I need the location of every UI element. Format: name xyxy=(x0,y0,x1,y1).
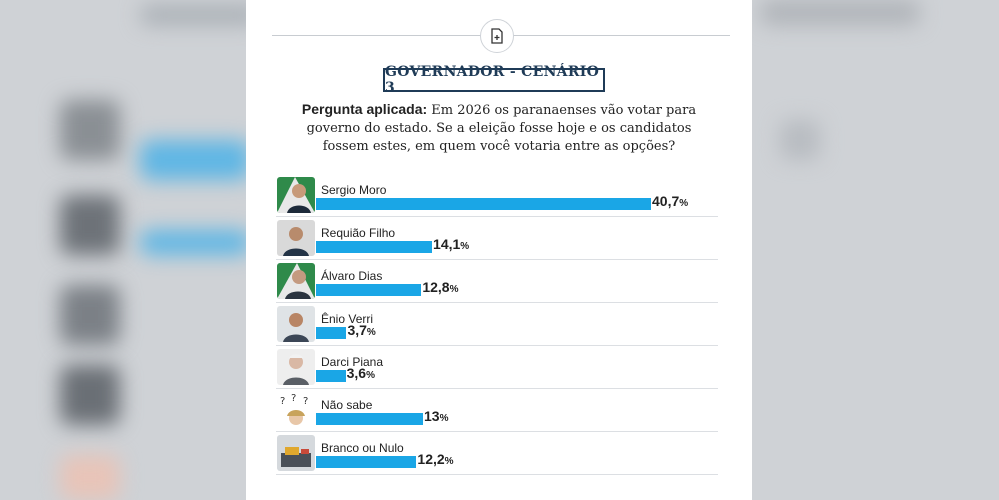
bar-label: Darci Piana xyxy=(321,355,384,369)
bar-label: Requião Filho xyxy=(321,226,396,240)
bar-value: 3,7% xyxy=(347,322,376,338)
bar-label: Não sabe xyxy=(321,398,373,412)
bar-value: 12,8% xyxy=(422,279,459,295)
ballot-box-illustration xyxy=(277,435,315,471)
doc-plus-icon[interactable] xyxy=(480,19,514,53)
bar-row: Requião Filho 14,1% xyxy=(276,218,718,260)
bar-value: 3,6% xyxy=(346,365,375,381)
bar-row: Sergio Moro 40,7% xyxy=(276,175,718,217)
question-label: Pergunta aplicada: xyxy=(301,101,428,117)
chart-title-box: GOVERNADOR - CENÁRIO 3 xyxy=(383,64,605,96)
bar xyxy=(316,327,347,339)
bar-value: 40,7% xyxy=(652,193,689,209)
candidate-photo xyxy=(277,177,315,213)
bar-row: ??? Não sabe 13% xyxy=(276,390,718,432)
candidate-photo xyxy=(277,263,315,299)
bar xyxy=(316,413,423,425)
svg-text:?: ? xyxy=(291,393,296,404)
infographic-panel: GOVERNADOR - CENÁRIO 3 Pergunta aplicada… xyxy=(246,0,752,500)
bar-label: Sergio Moro xyxy=(321,183,387,197)
candidate-photo xyxy=(277,220,315,256)
bar xyxy=(316,456,417,468)
svg-text:?: ? xyxy=(280,396,285,407)
bar-value: 12,2% xyxy=(417,451,454,467)
bar-chart: Sergio Moro 40,7% Requião Filho 14,1% Ál… xyxy=(276,175,718,475)
bar-row: Darci Piana 3,6% xyxy=(276,347,718,389)
bar-value: 14,1% xyxy=(433,236,470,252)
bar-row: Álvaro Dias 12,8% xyxy=(276,261,718,303)
bar xyxy=(316,370,346,382)
candidate-photo xyxy=(277,349,315,385)
bar xyxy=(316,198,651,210)
question-text: Pergunta aplicada: Em 2026 os paranaense… xyxy=(286,100,712,156)
candidate-photo xyxy=(277,306,315,342)
question-body: Em 2026 os paranaenses vão votar para go… xyxy=(306,103,697,154)
chart-title: GOVERNADOR - CENÁRIO 3 xyxy=(385,64,600,96)
bar-label: Álvaro Dias xyxy=(321,269,383,283)
svg-text:?: ? xyxy=(303,396,308,407)
bar xyxy=(316,241,433,253)
bar-row: Ênio Verri 3,7% xyxy=(276,304,718,346)
bar-label: Branco ou Nulo xyxy=(321,441,404,455)
bar-row: Branco ou Nulo 12,2% xyxy=(276,433,718,475)
bar-label: Ênio Verri xyxy=(321,312,374,326)
question-marks-illustration: ??? xyxy=(277,392,315,428)
bar-value: 13% xyxy=(424,408,449,424)
bar xyxy=(316,284,422,296)
